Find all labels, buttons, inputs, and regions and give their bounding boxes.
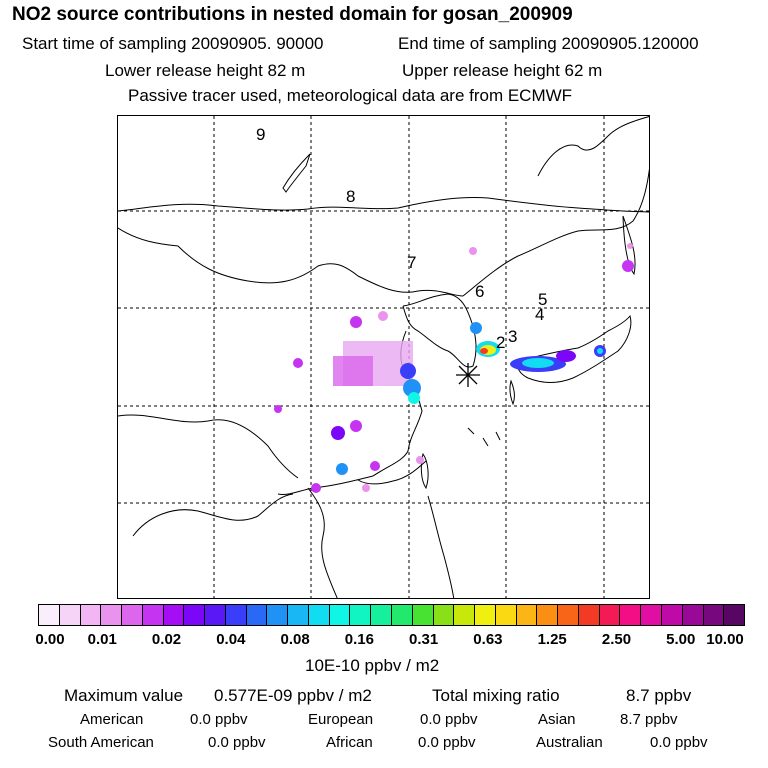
colorbar-swatch (308, 605, 330, 625)
colorbar-swatch (288, 605, 309, 625)
region-name: Asian (538, 711, 576, 728)
colorbar-swatch (495, 605, 517, 625)
colorbar-swatch (433, 605, 455, 625)
lat-lon-grid (118, 116, 649, 598)
asterisk-icon (456, 363, 480, 387)
colorbar-tick-label: 0.02 (151, 631, 182, 648)
colorbar-swatch (122, 605, 143, 625)
colorbar-swatch (578, 605, 600, 625)
trajectory-label: 6 (475, 282, 484, 301)
colorbar-tick-label: 0.63 (473, 631, 503, 648)
colorbar-swatch (205, 605, 226, 625)
region-name: Australian (536, 734, 603, 751)
colorbar-swatch (412, 605, 434, 625)
colorbar-swatch (142, 605, 164, 625)
trajectory-label: 9 (256, 125, 265, 144)
total-label: Total mixing ratio (432, 686, 560, 705)
colorbar-swatch (225, 605, 247, 625)
colorbar-swatch (661, 605, 683, 625)
trajectory-label: 8 (346, 187, 355, 206)
colorbar-tick-label: 0.01 (87, 631, 117, 648)
region-name: American (80, 711, 144, 728)
region-value: 0.0 ppbv (418, 734, 476, 751)
trajectory-labels: 9 8 7 6 5 4 3 2 (256, 125, 547, 352)
colorbar-swatch (724, 605, 745, 625)
end-time: End time of sampling 20090905.120000 (398, 34, 699, 53)
region-value: 8.7 ppbv (620, 711, 678, 728)
colorbar-swatch (267, 605, 289, 625)
colorbar-swatch (59, 605, 81, 625)
trajectory-label: 5 (538, 290, 547, 309)
colorbar-swatch (163, 605, 185, 625)
colorbar-swatch (80, 605, 102, 625)
colorbar-swatch (537, 605, 559, 625)
colorbar-swatch (184, 605, 206, 625)
lower-release-height: Lower release height 82 m (105, 61, 306, 80)
colorbar-swatch (558, 605, 579, 625)
colorbar-units: 10E-10 ppbv / m2 (305, 656, 440, 675)
colorbar-swatch (475, 605, 496, 625)
concentration-field (274, 243, 634, 493)
colorbar-tick-label: 0.04 (216, 631, 246, 648)
colorbar-tick-label: 0.16 (344, 631, 374, 648)
upper-release-height: Upper release height 62 m (402, 61, 603, 80)
region-value: 0.0 ppbv (420, 711, 478, 728)
colorbar-swatch (620, 605, 642, 625)
colorbar-swatch (350, 605, 372, 625)
colorbar-tick-label: 0.00 (35, 631, 65, 648)
colorbar-swatch (371, 605, 393, 625)
region-name: African (326, 734, 373, 751)
colorbar-tick-label: 5.00 (666, 631, 696, 648)
region-value: 0.0 ppbv (190, 711, 248, 728)
colorbar (38, 604, 745, 626)
colorbar-swatch (682, 605, 704, 625)
max-value: 0.577E-09 ppbv / m2 (214, 686, 372, 705)
trajectory-label: 2 (496, 333, 505, 352)
map-svg: 9 8 7 6 5 4 3 2 (118, 116, 649, 598)
colorbar-tick-label: 0.31 (409, 631, 439, 648)
colorbar-swatch (39, 605, 60, 625)
trajectory-label: 7 (407, 253, 416, 272)
total-value: 8.7 ppbv (626, 686, 692, 705)
start-time: Start time of sampling 20090905. 90000 (22, 34, 324, 53)
colorbar-swatch (703, 605, 725, 625)
colorbar-swatch (392, 605, 413, 625)
colorbar-swatch (599, 605, 621, 625)
region-value: 0.0 ppbv (650, 734, 708, 751)
max-label: Maximum value (64, 686, 184, 705)
colorbar-swatch (246, 605, 268, 625)
colorbar-tick-label: 0.08 (280, 631, 310, 648)
colorbar-tick-label: 1.25 (537, 631, 567, 648)
tracer-note: Passive tracer used, meteorological data… (128, 86, 573, 105)
colorbar-swatch (516, 605, 538, 625)
region-name: South American (48, 734, 154, 751)
trajectory-label: 3 (508, 327, 517, 346)
trajectory-label: 4 (535, 305, 544, 324)
colorbar-tick-label: 10.00 (706, 631, 744, 648)
region-name: European (308, 711, 374, 728)
map-panel: 9 8 7 6 5 4 3 2 (117, 115, 650, 599)
colorbar-swatch (641, 605, 662, 625)
colorbar-tick-label: 2.50 (601, 631, 632, 648)
plot-title: NO2 source contributions in nested domai… (12, 4, 573, 25)
colorbar-swatch (329, 605, 351, 625)
region-value: 0.0 ppbv (208, 734, 266, 751)
colorbar-swatch (454, 605, 476, 625)
coastlines (118, 116, 649, 598)
colorbar-swatch (101, 605, 123, 625)
